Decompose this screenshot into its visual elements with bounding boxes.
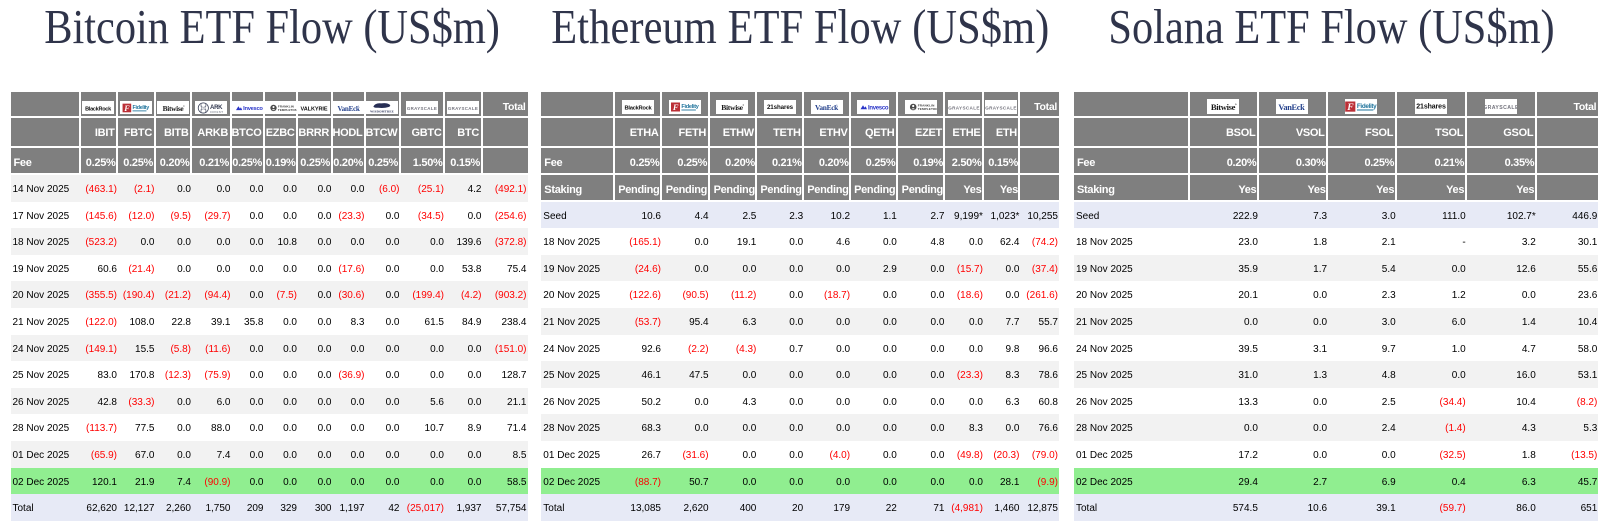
svg-text:Invesco: Invesco (243, 106, 263, 112)
svg-text:VanEck: VanEck (815, 103, 839, 112)
svg-text:Fidelity: Fidelity (1357, 103, 1377, 110)
svg-text:GRAYSCALE: GRAYSCALE (985, 105, 1017, 110)
svg-text:GRAYSCALE: GRAYSCALE (407, 106, 437, 111)
svg-text:F: F (672, 102, 679, 112)
svg-text:GRAYSCALE: GRAYSCALE (448, 106, 478, 111)
svg-text:VanEck: VanEck (1279, 103, 1306, 112)
svg-text:Fidelity: Fidelity (681, 104, 699, 110)
svg-text:F: F (123, 104, 130, 113)
svg-text:VALKYRIE: VALKYRIE (301, 107, 328, 113)
svg-text:21shares: 21shares (1416, 104, 1446, 111)
svg-text:Bitwise: Bitwise (722, 103, 744, 112)
svg-text:WISDOMTREE: WISDOMTREE (370, 110, 394, 114)
svg-text:F: F (1347, 102, 1355, 113)
svg-text:FRANKLIN: FRANKLIN (277, 105, 293, 109)
svg-text:FRANKLIN: FRANKLIN (917, 104, 934, 108)
svg-text:GRAYSCALE: GRAYSCALE (1485, 105, 1517, 111)
svg-text:TEMPLETON: TEMPLETON (277, 108, 295, 112)
svg-text:BlackRock: BlackRock (624, 106, 652, 112)
svg-text:GRAYSCALE: GRAYSCALE (948, 105, 980, 110)
svg-text:ARK: ARK (210, 105, 223, 111)
svg-text:Bitwise: Bitwise (162, 105, 184, 113)
svg-text:VanEck: VanEck (337, 105, 359, 113)
svg-text:Fidelity: Fidelity (132, 105, 149, 111)
svg-text:Bitwise: Bitwise (1211, 102, 1236, 112)
svg-text:21shares: 21shares (767, 104, 794, 111)
svg-text:BlackRock: BlackRock (85, 106, 112, 112)
svg-text:Invesco: Invesco (868, 105, 889, 111)
svg-text:TEMPLETON: TEMPLETON (917, 107, 936, 111)
svg-text:INVEST: INVEST (210, 110, 223, 114)
